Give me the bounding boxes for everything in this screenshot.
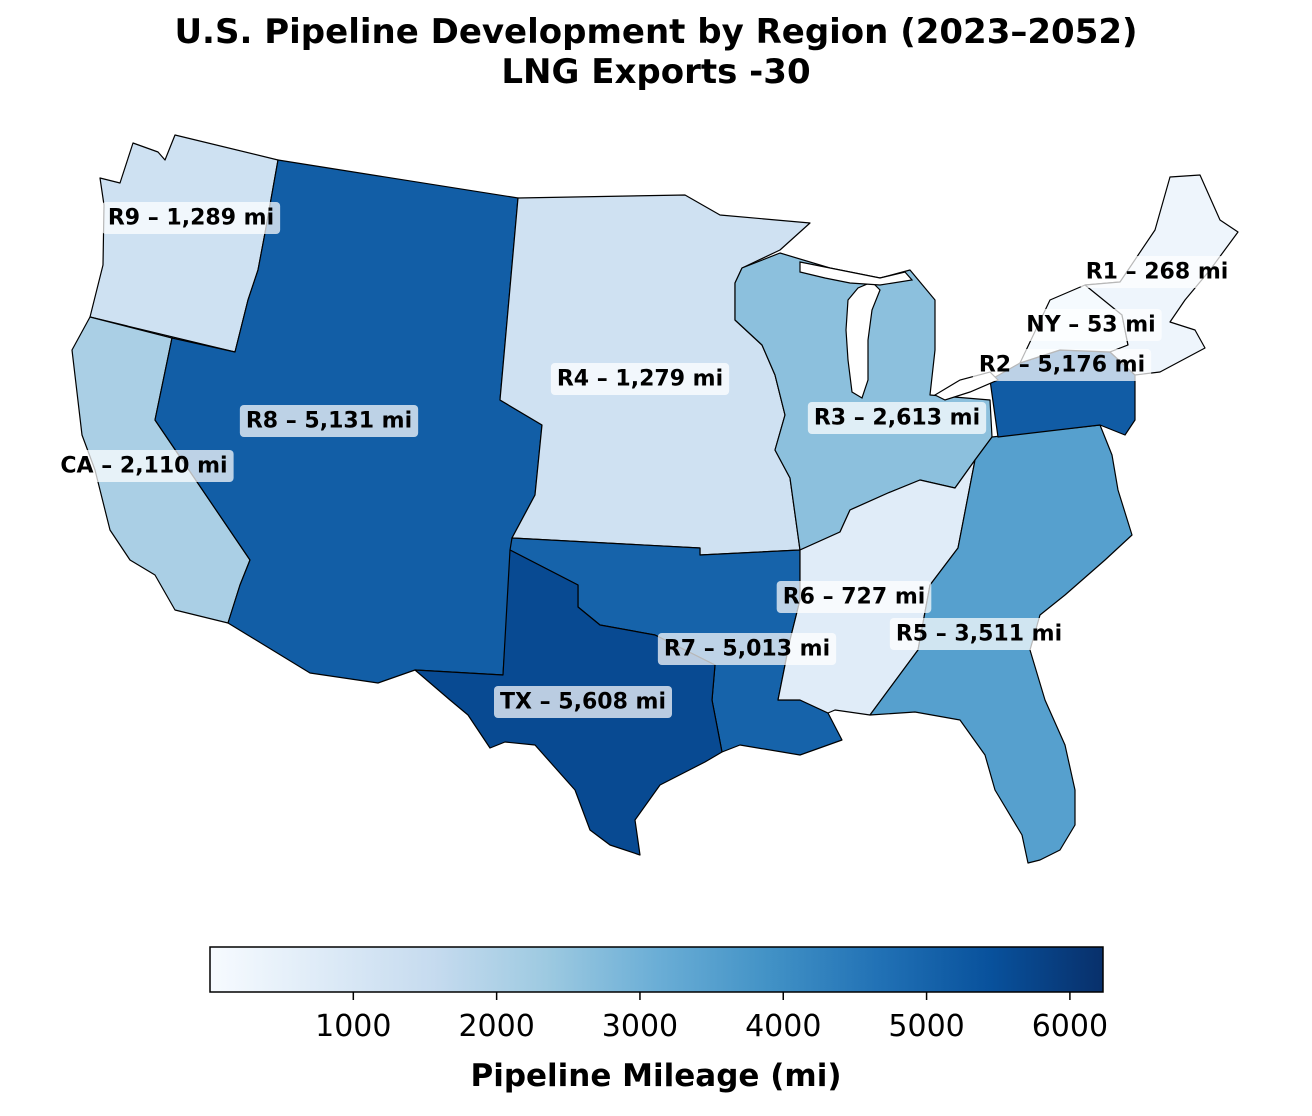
- label-text: CA – 2,110 mi: [60, 454, 227, 479]
- label-text: R2 – 5,176 mi: [979, 353, 1145, 378]
- labels-layer: R9 – 1,289 mi CA – 2,110 mi R8 – 5,131 mi R…: [54, 202, 1235, 718]
- label-text: R7 – 5,013 mi: [664, 637, 830, 662]
- label-box: [54, 450, 234, 482]
- label-box: [807, 402, 987, 434]
- colorbar-tick-label: 6000: [1032, 1009, 1108, 1044]
- colorbar-tick-label: 5000: [888, 1009, 964, 1044]
- label-text: R1 – 268 mi: [1086, 260, 1229, 285]
- label-box: [494, 686, 672, 718]
- region-label-r8: R8 – 5,131 mi: [239, 405, 419, 437]
- label-text: NY – 53 mi: [1026, 313, 1155, 338]
- region-label-r3: R3 – 2,613 mi: [807, 402, 987, 434]
- region-label-tx: TX – 5,608 mi: [494, 686, 672, 718]
- region-label-ca: CA – 2,110 mi: [54, 450, 234, 482]
- label-text: R6 – 727 mi: [783, 585, 926, 610]
- label-box: [1020, 309, 1162, 341]
- label-box: [550, 363, 730, 395]
- label-box: [101, 202, 281, 234]
- lake-superior: [799, 261, 914, 286]
- map-title: U.S. Pipeline Development by Region (202…: [174, 12, 1138, 52]
- label-text: R9 – 1,289 mi: [108, 206, 274, 231]
- region-label-r5: R5 – 3,511 mi: [889, 618, 1069, 650]
- regions-layer: [71, 134, 1239, 864]
- label-text: R5 – 3,511 mi: [896, 622, 1062, 647]
- colorbar-tick-label: 2000: [458, 1009, 534, 1044]
- label-text: R8 – 5,131 mi: [246, 409, 412, 434]
- label-box: [657, 633, 837, 665]
- label-text: R4 – 1,279 mi: [557, 367, 723, 392]
- label-box: [1079, 256, 1235, 288]
- label-box: [776, 581, 932, 613]
- colorbar-bar: [209, 946, 1104, 993]
- colorbar: 1000 2000 3000 4000 5000 6000: [209, 946, 1108, 1044]
- colorbar-label: Pipeline Mileage (mi): [470, 1058, 842, 1094]
- region-label-r9: R9 – 1,289 mi: [101, 202, 281, 234]
- colorbar-tick-label: 3000: [602, 1009, 678, 1044]
- label-text: TX – 5,608 mi: [500, 690, 666, 715]
- label-text: R3 – 2,613 mi: [814, 406, 980, 431]
- colorbar-ticks: 1000 2000 3000 4000 5000 6000: [315, 992, 1108, 1044]
- label-box: [972, 349, 1152, 381]
- region-label-r4: R4 – 1,279 mi: [550, 363, 730, 395]
- label-box: [889, 618, 1069, 650]
- region-label-ny: NY – 53 mi: [1020, 309, 1162, 341]
- colorbar-tick-label: 4000: [745, 1009, 821, 1044]
- map-subtitle: LNG Exports -30: [501, 52, 811, 92]
- colorbar-tick-label: 1000: [315, 1009, 391, 1044]
- label-box: [239, 405, 419, 437]
- region-label-r7: R7 – 5,013 mi: [657, 633, 837, 665]
- region-label-r2: R2 – 5,176 mi: [972, 349, 1152, 381]
- region-label-r1: R1 – 268 mi: [1079, 256, 1235, 288]
- region-label-r6: R6 – 727 mi: [776, 581, 932, 613]
